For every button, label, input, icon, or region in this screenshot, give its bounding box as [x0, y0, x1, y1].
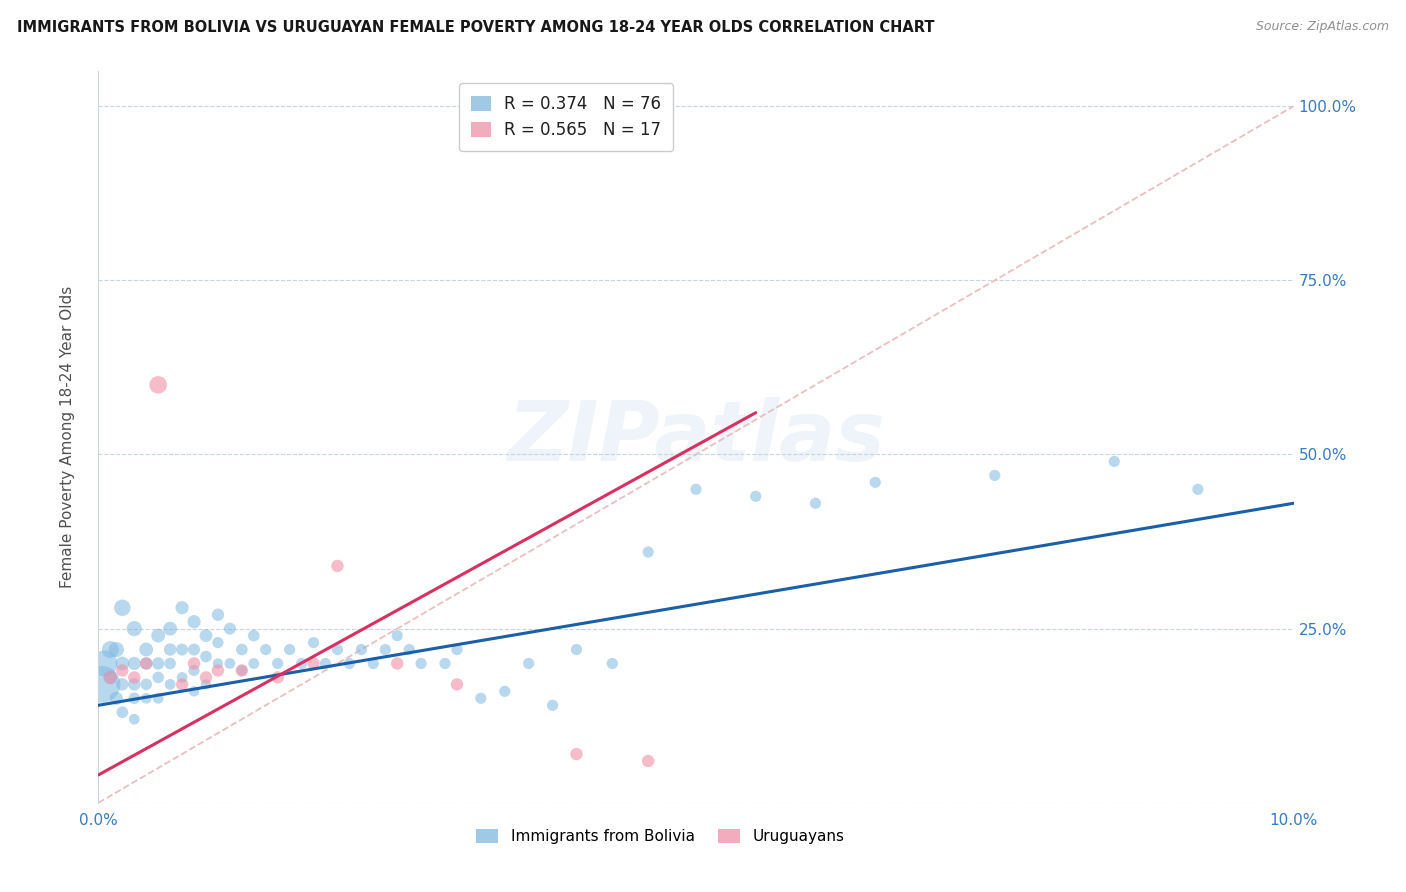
Point: [219, 622, 242, 636]
Point: [385, 629, 409, 643]
Point: [278, 642, 301, 657]
Point: [637, 545, 659, 559]
Point: [195, 677, 218, 691]
Point: [326, 642, 349, 657]
Point: [111, 705, 134, 719]
Point: [183, 684, 205, 698]
Point: [470, 691, 492, 706]
Text: ZIPatlas: ZIPatlas: [508, 397, 884, 477]
Point: [148, 377, 170, 392]
Point: [494, 684, 516, 698]
Point: [984, 468, 1007, 483]
Point: [195, 629, 218, 643]
Point: [111, 600, 134, 615]
Point: [434, 657, 457, 671]
Point: [363, 657, 385, 671]
Point: [183, 657, 205, 671]
Point: [541, 698, 564, 713]
Point: [98, 670, 122, 684]
Point: [183, 642, 205, 657]
Point: [219, 657, 242, 671]
Point: [565, 642, 588, 657]
Point: [195, 649, 218, 664]
Point: [124, 657, 146, 671]
Point: [302, 635, 325, 649]
Point: [291, 657, 314, 671]
Point: [135, 677, 157, 691]
Point: [517, 657, 540, 671]
Point: [243, 657, 266, 671]
Point: [135, 691, 157, 706]
Point: [135, 642, 157, 657]
Point: [105, 691, 128, 706]
Point: [565, 747, 588, 761]
Point: [339, 657, 361, 671]
Point: [195, 670, 218, 684]
Point: [111, 657, 134, 671]
Point: [148, 657, 170, 671]
Point: [135, 657, 157, 671]
Point: [105, 642, 128, 657]
Point: [446, 677, 468, 691]
Point: [231, 664, 253, 678]
Point: [159, 677, 181, 691]
Point: [207, 664, 229, 678]
Point: [398, 642, 420, 657]
Text: Source: ZipAtlas.com: Source: ZipAtlas.com: [1256, 20, 1389, 33]
Point: [172, 670, 194, 684]
Legend: Immigrants from Bolivia, Uruguayans: Immigrants from Bolivia, Uruguayans: [470, 822, 851, 850]
Point: [183, 664, 205, 678]
Point: [446, 642, 468, 657]
Point: [172, 642, 194, 657]
Point: [148, 670, 170, 684]
Point: [124, 712, 146, 726]
Point: [804, 496, 827, 510]
Point: [385, 657, 409, 671]
Point: [124, 677, 146, 691]
Point: [172, 677, 194, 691]
Point: [159, 622, 181, 636]
Point: [267, 670, 290, 684]
Point: [207, 657, 229, 671]
Point: [124, 622, 146, 636]
Point: [411, 657, 433, 671]
Point: [602, 657, 624, 671]
Point: [374, 642, 396, 657]
Point: [93, 657, 115, 671]
Point: [111, 664, 134, 678]
Point: [207, 607, 229, 622]
Point: [124, 691, 146, 706]
Point: [685, 483, 707, 497]
Point: [745, 489, 768, 503]
Point: [865, 475, 887, 490]
Text: IMMIGRANTS FROM BOLIVIA VS URUGUAYAN FEMALE POVERTY AMONG 18-24 YEAR OLDS CORREL: IMMIGRANTS FROM BOLIVIA VS URUGUAYAN FEM…: [17, 20, 935, 35]
Point: [159, 657, 181, 671]
Point: [315, 657, 337, 671]
Point: [172, 600, 194, 615]
Point: [159, 642, 181, 657]
Point: [637, 754, 659, 768]
Point: [124, 670, 146, 684]
Point: [183, 615, 205, 629]
Point: [1104, 454, 1126, 468]
Point: [207, 635, 229, 649]
Point: [148, 691, 170, 706]
Point: [98, 670, 122, 684]
Point: [243, 629, 266, 643]
Point: [231, 664, 253, 678]
Y-axis label: Female Poverty Among 18-24 Year Olds: Female Poverty Among 18-24 Year Olds: [60, 286, 75, 588]
Point: [350, 642, 373, 657]
Point: [1187, 483, 1209, 497]
Point: [91, 677, 114, 691]
Point: [267, 657, 290, 671]
Point: [231, 642, 253, 657]
Point: [135, 657, 157, 671]
Point: [98, 642, 122, 657]
Point: [148, 629, 170, 643]
Point: [254, 642, 277, 657]
Point: [326, 558, 349, 573]
Point: [111, 677, 134, 691]
Point: [302, 657, 325, 671]
